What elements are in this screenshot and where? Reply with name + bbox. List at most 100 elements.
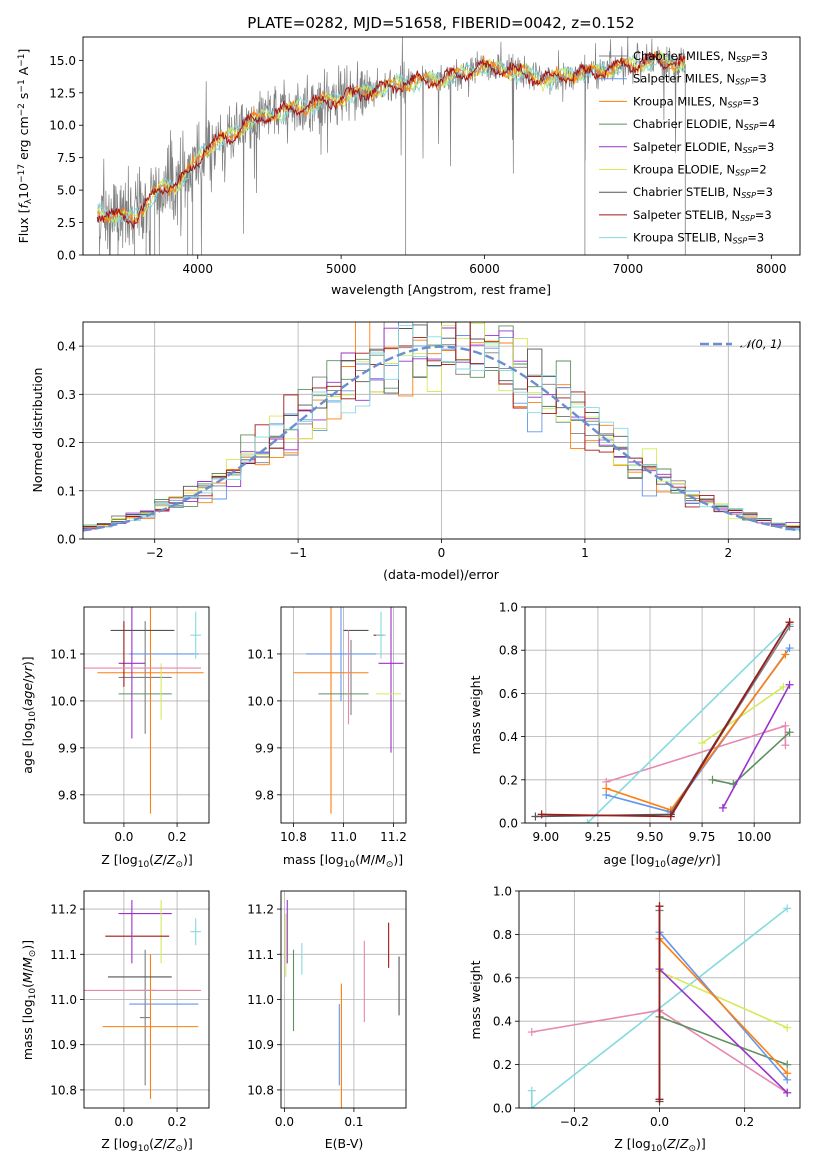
mass-z-y-label: mass [log10(M/M⊙)]	[20, 940, 38, 1060]
mass-weight-age-y-label: mass weight	[468, 675, 483, 754]
spectrum-x-label: wavelength [Angstrom, rest frame]	[331, 282, 551, 297]
age-vs-mass-xtick-label-2: 11.2	[380, 830, 407, 844]
age-vs-Z-ytick-label-3: 10.1	[50, 647, 77, 661]
mw-vs-Z-series-3	[659, 1016, 788, 1066]
mw-z-x-label: Z [log10(Z/Z⊙)]	[614, 1136, 706, 1154]
mw-vs-age-marker-1-0	[698, 739, 707, 748]
age-z-y-label: age [log10(age/yr)]	[20, 656, 38, 773]
mw-vs-Z-series-6	[658, 938, 788, 1074]
gaussian-legend-label: 𝒩(0, 1)	[740, 337, 782, 351]
residuals-ytick-label-2: 0.2	[57, 436, 76, 450]
legend-entry-8: Kroupa STELIB, NSSP=3	[633, 231, 764, 246]
mw-vs-Z-ytick-label-5: 1.0	[493, 885, 512, 899]
mass-vs-Z-ytick-label-4: 11.2	[50, 903, 77, 917]
spectrum-model-kroupa-miles	[97, 51, 686, 224]
mw-vs-Z-marker-0-2	[783, 904, 792, 913]
mass-vs-EBV-plot-area	[285, 900, 400, 1108]
mw-vs-Z-xtick-label-1: 0.0	[650, 1115, 669, 1129]
mw-vs-age-marker-3-1	[785, 680, 794, 689]
mw-vs-age-marker-9-1	[666, 812, 675, 821]
spectrum-ytick-label-3: 7.5	[57, 151, 76, 165]
mw-vs-Z-xtick-label-2: 0.2	[735, 1115, 754, 1129]
ebv-x-label: E(B-V)	[325, 1136, 364, 1151]
spectrum-xtick-label-4: 8000	[756, 262, 787, 276]
residuals-x-label: (data-model)/error	[383, 567, 500, 582]
legend-entry-7: Salpeter STELIB, NSSP=3	[633, 208, 772, 223]
mw-vs-Z-marker-4-1	[783, 1088, 792, 1097]
age-vs-Z-ytick-label-1: 9.9	[58, 741, 77, 755]
mw-vs-age-xtick-label-0: 9.00	[532, 830, 559, 844]
mw-vs-Z-marker-0-1	[527, 1104, 536, 1108]
residuals-frame	[82, 321, 801, 540]
mw-vs-Z-frame	[518, 890, 801, 1109]
mw-vs-age-ytick-label-5: 1.0	[499, 601, 518, 615]
age-vs-Z-xtick-label-0: 0.0	[114, 830, 133, 844]
age-vs-mass-ytick-label-1: 9.9	[255, 741, 274, 755]
age-vs-mass-plot-area	[293, 607, 404, 814]
mass-vs-EBV-ytick-label-3: 11.1	[247, 948, 274, 962]
mw-vs-Z-marker-2-1	[783, 1023, 792, 1032]
mw-vs-age-series-1	[701, 686, 784, 744]
spectrum-legend: Chabrier MILES, NSSP=3 Salpeter MILES, NS…	[599, 49, 775, 246]
mass-vs-Z-axes: 0.0 0.2 10.8 10.9 11.0 11.1 11.2	[50, 890, 210, 1129]
mw-vs-Z-series-2	[659, 970, 788, 1029]
mw-vs-age-series-2	[712, 731, 791, 785]
spectrum-ytick-label-0: 0.0	[57, 249, 76, 263]
residuals-xtick-label-0: −2	[146, 546, 164, 560]
legend-entry-6: Chabrier STELIB, NSSP=3	[633, 185, 773, 200]
mw-vs-age-marker-3-0	[718, 803, 727, 812]
spectrum-xtick-label-3: 7000	[613, 262, 644, 276]
mw-vs-age-marker-2-2	[785, 728, 794, 737]
mw-vs-age-xtick-label-1: 9.25	[585, 830, 612, 844]
age-vs-Z-frame	[83, 606, 210, 824]
spectrum-data-line	[96, 37, 686, 255]
residuals-legend: 𝒩(0, 1)	[700, 337, 782, 351]
mw-vs-age-series-5	[605, 647, 791, 814]
mass-weight-z-y-label: mass weight	[468, 960, 483, 1039]
mw-vs-Z-marker-3-1	[783, 1060, 792, 1069]
age-vs-Z-axes: 0.0 0.2 9.8 9.9 10.0 10.1	[50, 606, 210, 844]
age-vs-Z-ytick-label-2: 10.0	[50, 694, 77, 708]
mass-vs-Z-ytick-label-0: 10.8	[50, 1083, 77, 1097]
mass-vs-Z-xtick-label-1: 0.2	[168, 1115, 187, 1129]
histogram-kroupa-elodie	[83, 322, 800, 526]
mw-vs-age-marker-6-2	[781, 650, 790, 659]
age-vs-mass-ytick-label-3: 10.1	[247, 647, 274, 661]
mass-vs-Z-ytick-label-1: 10.9	[50, 1038, 77, 1052]
mass-vs-EBV-frame	[280, 890, 407, 1109]
spectrum-ytick-label-1: 2.5	[57, 216, 76, 230]
mw-vs-age-marker-0-2	[781, 741, 790, 750]
residuals-xtick-label-1: −1	[289, 546, 307, 560]
age-mass-x-label: mass [log10(M/M⊙)]	[283, 852, 403, 870]
residuals-axes: −2 −1 0 1 2 0.0 0.1 0.2 0.3 0.4	[57, 321, 801, 560]
mw-vs-age-ytick-label-3: 0.6	[499, 687, 518, 701]
age-vs-mass-ytick-label-0: 9.8	[255, 788, 274, 802]
residuals-xtick-label-3: 1	[581, 546, 589, 560]
residuals-xtick-label-4: 2	[724, 546, 732, 560]
spectrum-y-label: Flux [fλ10−17 erg cm−2 s−1 A−1]	[16, 49, 34, 244]
mw-vs-Z-plot-area	[527, 902, 792, 1108]
residuals-ytick-label-3: 0.3	[57, 388, 76, 402]
mw-vs-age-plot-area	[531, 618, 794, 823]
mass-vs-EBV-ytick-label-2: 11.0	[247, 993, 274, 1007]
mw-vs-Z-series-4	[658, 968, 788, 1094]
spectrum-model-salpeter-stelib	[96, 51, 686, 229]
mw-vs-age-series-6	[605, 654, 787, 811]
legend-entry-4: Salpeter ELODIE, NSSP=3	[633, 140, 774, 155]
residuals-xtick-label-2: 0	[438, 546, 446, 560]
mw-vs-age-marker-9-0	[537, 810, 546, 819]
mw-vs-age-marker-9-2	[785, 618, 794, 627]
age-vs-mass-ytick-label-2: 10.0	[247, 694, 274, 708]
spectrum-ytick-label-5: 12.5	[49, 86, 76, 100]
spectrum-xtick-label-2: 6000	[469, 262, 500, 276]
histogram-salpeter-stelib	[83, 322, 800, 527]
mw-vs-Z-xtick-label-0: −0.2	[560, 1115, 589, 1129]
mw-vs-age-marker-2-0	[708, 775, 717, 784]
mass-z-x-label: Z [log10(Z/Z⊙)]	[101, 1136, 193, 1154]
spectrum-plot-area	[96, 37, 686, 255]
mw-vs-age-marker-0-1	[781, 721, 790, 730]
mass-vs-Z-ytick-label-3: 11.1	[50, 948, 77, 962]
age-vs-Z-xtick-label-1: 0.2	[168, 830, 187, 844]
mw-vs-age-series-4	[586, 623, 791, 823]
